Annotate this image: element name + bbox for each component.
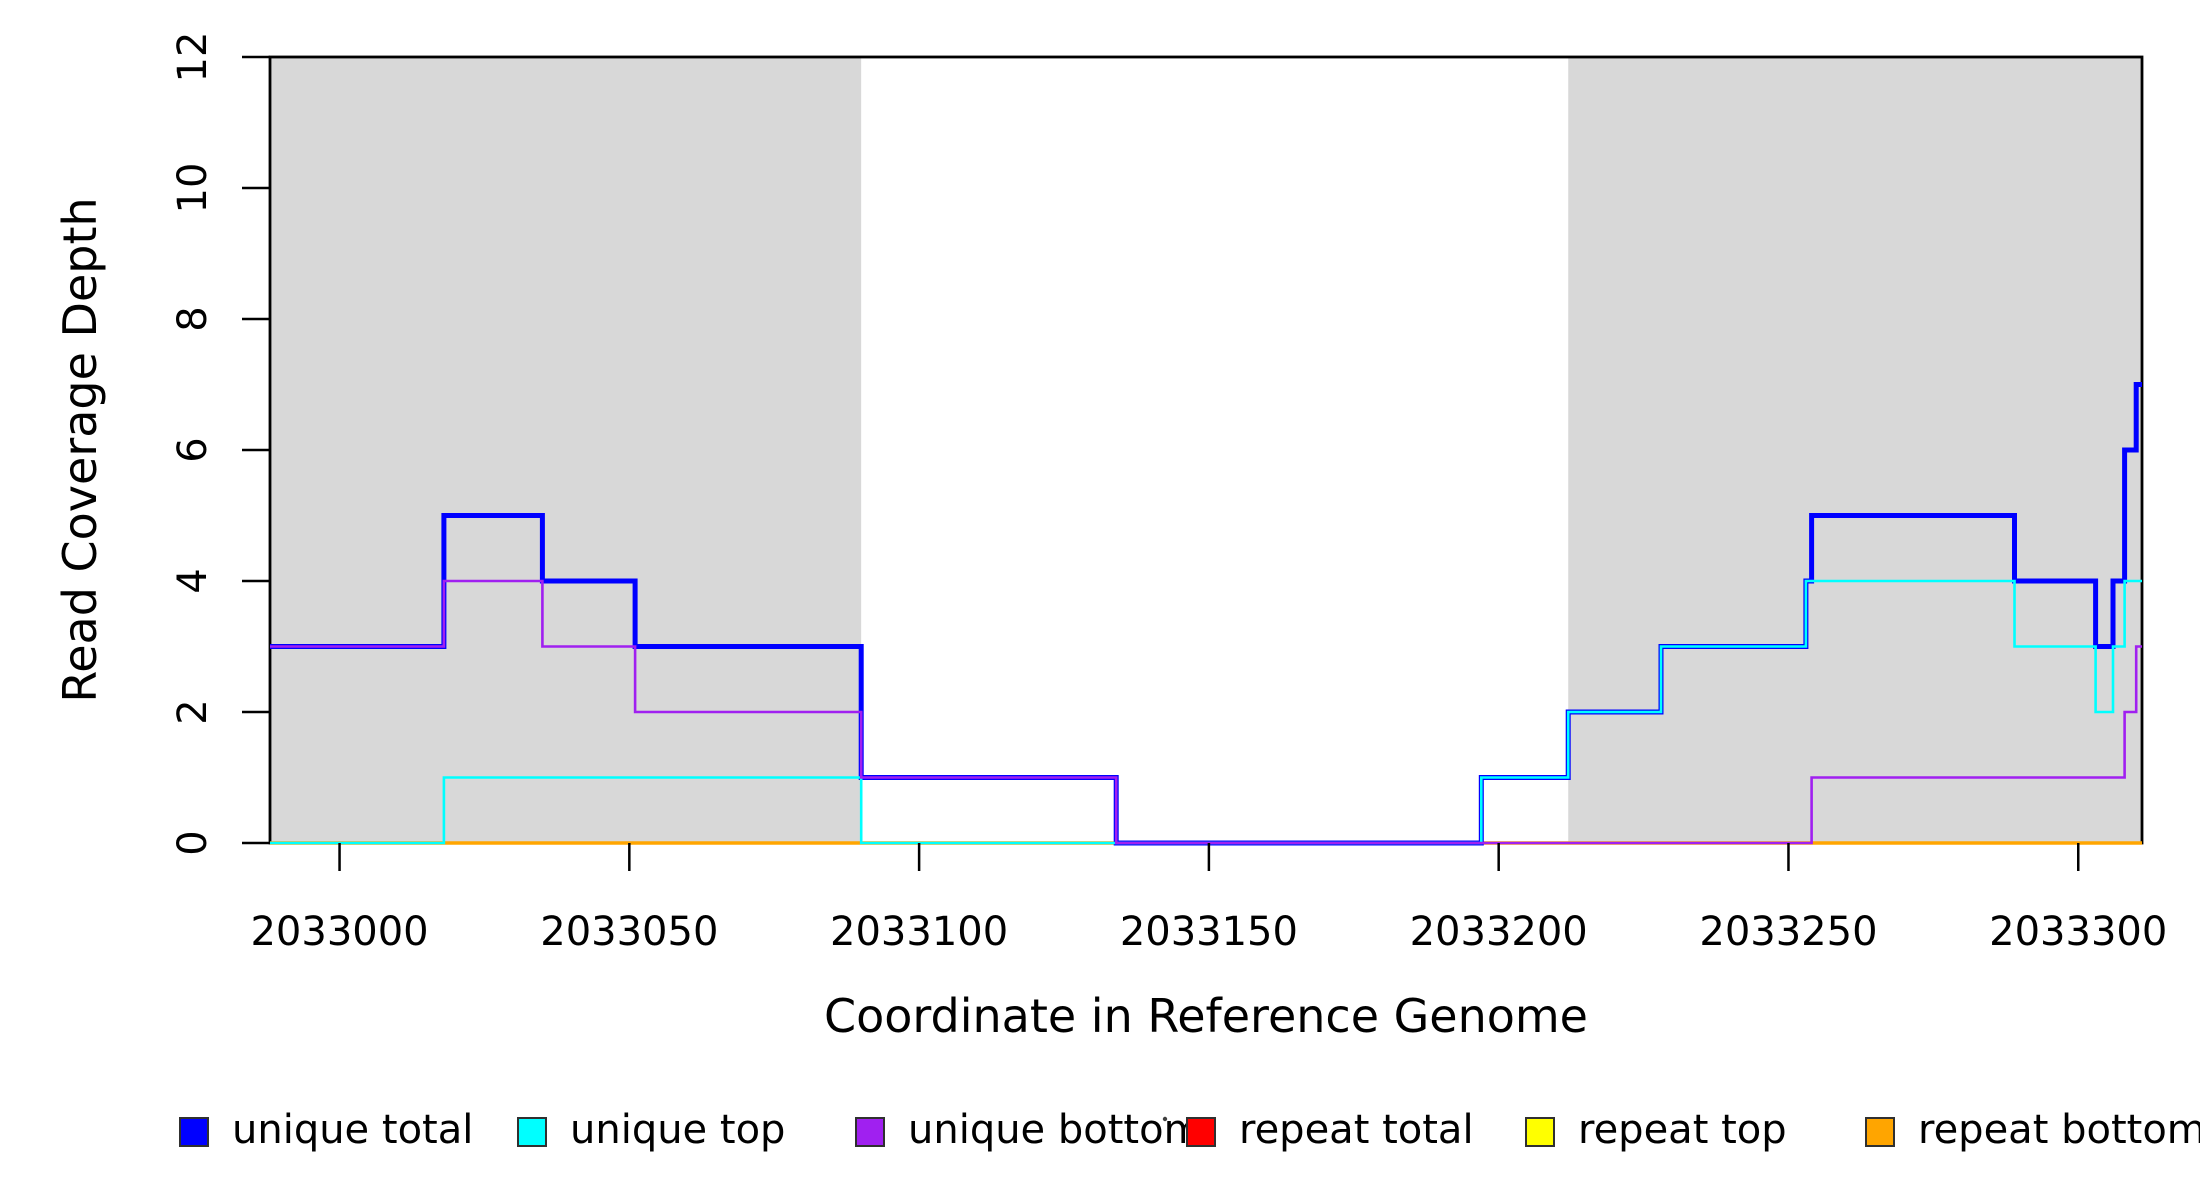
series-line-unique-bottom bbox=[270, 579, 2142, 845]
series-line-unique-top bbox=[270, 579, 2142, 845]
legend-swatch bbox=[1525, 1117, 1555, 1147]
y-tick-label: 8 bbox=[170, 306, 216, 331]
x-tick-label: 2033250 bbox=[1699, 909, 1877, 955]
y-axis-title: Read Coverage Depth bbox=[53, 197, 107, 702]
x-axis-title: Coordinate in Reference Genome bbox=[824, 989, 1588, 1043]
y-tick-label: 0 bbox=[170, 830, 216, 855]
x-tick-label: 2033100 bbox=[830, 909, 1008, 955]
x-tick-label: 2033050 bbox=[540, 909, 718, 955]
x-axis: 2033000 2033050 2033100 2033150 2033200 20332… bbox=[250, 843, 2167, 955]
shaded-regions bbox=[270, 57, 2142, 843]
repeat-region-left bbox=[270, 57, 862, 843]
legend-label: unique total bbox=[232, 1107, 473, 1153]
legend-swatch bbox=[179, 1117, 209, 1147]
legend-swatch bbox=[1865, 1117, 1895, 1147]
x-tick-label: 2033000 bbox=[250, 909, 428, 955]
repeat-region-right bbox=[1568, 57, 2142, 843]
legend-label: repeat bottom bbox=[1918, 1107, 2200, 1153]
legend-item-repeat-total: repeat total bbox=[1186, 1107, 1474, 1153]
y-tick-label: 2 bbox=[170, 699, 216, 724]
legend-swatch bbox=[855, 1117, 885, 1147]
legend-label: repeat top bbox=[1578, 1107, 1787, 1153]
legend-item-repeat-top: repeat top bbox=[1525, 1107, 1787, 1153]
y-tick-label: 12 bbox=[170, 32, 216, 83]
legend-label: repeat total bbox=[1239, 1107, 1474, 1153]
stray-dot bbox=[1162, 1116, 1168, 1122]
legend-swatch bbox=[1186, 1117, 1216, 1147]
legend-item-unique-top: unique top bbox=[517, 1107, 785, 1153]
y-axis: 0 2 4 6 8 10 12 bbox=[170, 32, 270, 856]
legend-item-unique-total: unique total bbox=[179, 1107, 473, 1153]
y-tick-label: 6 bbox=[170, 437, 216, 462]
x-tick-label: 2033200 bbox=[1410, 909, 1588, 955]
legend-label: unique bottom bbox=[908, 1107, 1203, 1153]
legend-item-repeat-bottom: repeat bottom bbox=[1865, 1107, 2200, 1153]
x-tick-label: 2033300 bbox=[1989, 909, 2167, 955]
y-tick-label: 4 bbox=[170, 568, 216, 593]
legend-item-unique-bottom: unique bottom bbox=[855, 1107, 1203, 1153]
y-tick-label: 10 bbox=[170, 163, 216, 214]
x-tick-label: 2033150 bbox=[1120, 909, 1298, 955]
legend: unique total unique top unique bottom repea… bbox=[179, 1107, 2200, 1153]
legend-label: unique top bbox=[570, 1107, 785, 1153]
legend-swatch bbox=[517, 1117, 547, 1147]
series-lines bbox=[270, 382, 2142, 846]
